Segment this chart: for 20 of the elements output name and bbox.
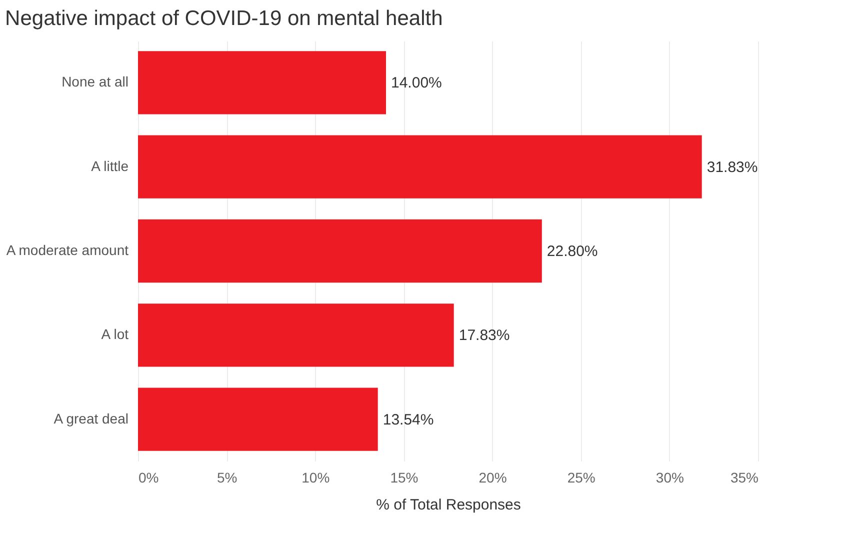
x-tick-label: 30%	[656, 470, 684, 486]
y-tick-label: None at all	[62, 74, 128, 90]
data-label: 22.80%	[546, 243, 598, 260]
x-tick-label: 5%	[216, 470, 238, 486]
chart-title: Negative impact of COVID-19 on mental health	[5, 7, 443, 30]
x-tick-label: 0%	[138, 470, 159, 486]
y-tick-label: A lot	[101, 326, 129, 342]
data-label: 17.83%	[458, 327, 510, 344]
data-label: 31.83%	[706, 158, 758, 176]
data-label: 14.00%	[391, 74, 442, 92]
y-tick-label: A moderate amount	[6, 242, 129, 258]
y-tick-label: A great deal	[54, 410, 128, 426]
x-tick-label: 25%	[567, 470, 596, 486]
y-tick-label: A little	[91, 158, 129, 174]
x-tick-label: 35%	[730, 470, 758, 486]
x-tick-label: 10%	[302, 470, 330, 486]
x-tick-label: 20%	[478, 470, 507, 486]
x-axis-title: % of Total Responses	[376, 496, 521, 514]
x-tick-label: 15%	[390, 470, 418, 486]
data-label: 13.54%	[382, 411, 434, 428]
